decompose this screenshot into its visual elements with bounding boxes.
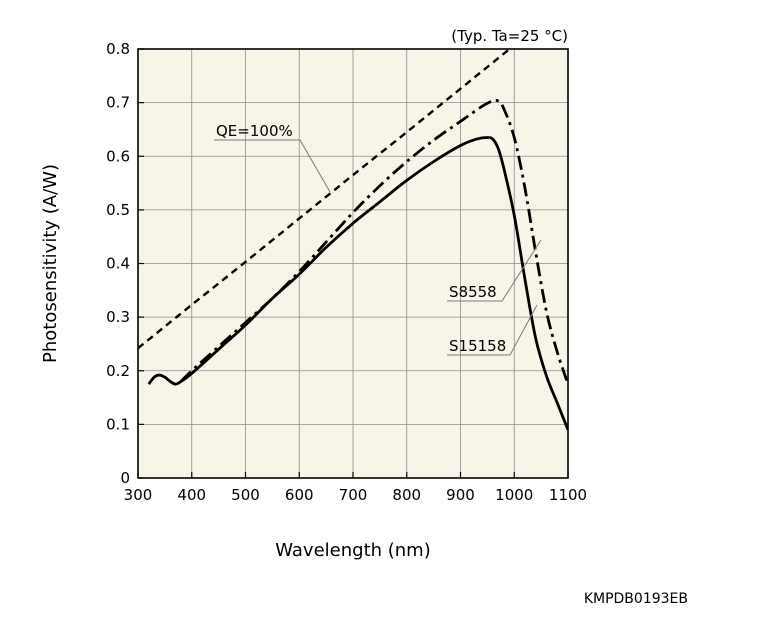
y-tick-label: 0.4 — [106, 255, 130, 273]
x-tick-label: 800 — [392, 486, 421, 504]
x-axis-title: Wavelength (nm) — [275, 540, 431, 561]
y-tick-label: 0 — [120, 469, 130, 487]
x-tick-label: 500 — [231, 486, 260, 504]
y-axis-title: Photosensitivity (A/W) — [40, 164, 61, 363]
annotation-label: S15158 — [449, 337, 506, 355]
annotation-leader-line — [447, 239, 542, 302]
series-line-s8558 — [180, 98, 568, 385]
x-tick-label: 700 — [339, 486, 368, 504]
x-tick-label: 300 — [124, 486, 153, 504]
series-line-qe-100 — [138, 49, 512, 350]
figure-code: KMPDB0193EB — [584, 591, 688, 607]
annotation-label: S8558 — [449, 283, 497, 301]
y-tick-label: 0.3 — [106, 308, 130, 326]
ticks: 300 400 500 600 700 800 900 1000 1100 0 0.1 0.2 0.3 0… — [106, 40, 587, 504]
series-layer — [138, 49, 568, 431]
condition-note: (Typ. Ta=25 °C) — [451, 27, 568, 45]
annotation-label: QE=100% — [216, 122, 293, 140]
x-tick-label: 1100 — [549, 486, 587, 504]
y-tick-label: 0.6 — [106, 147, 130, 165]
annotations: QE=100% S8558 S15158 — [214, 122, 542, 356]
x-tick-label: 900 — [446, 486, 475, 504]
annotation-leader-line — [214, 139, 331, 193]
series-line-s15158 — [147, 136, 568, 431]
y-tick-label: 0.5 — [106, 201, 130, 219]
x-tick-label: 600 — [285, 486, 314, 504]
annotation-leader-line — [447, 304, 538, 356]
y-tick-label: 0.7 — [106, 94, 130, 112]
x-tick-label: 400 — [177, 486, 206, 504]
y-tick-label: 0.1 — [106, 415, 130, 433]
y-tick-label: 0.2 — [106, 362, 130, 380]
x-tick-label: 1000 — [495, 486, 533, 504]
y-tick-label: 0.8 — [106, 40, 130, 58]
